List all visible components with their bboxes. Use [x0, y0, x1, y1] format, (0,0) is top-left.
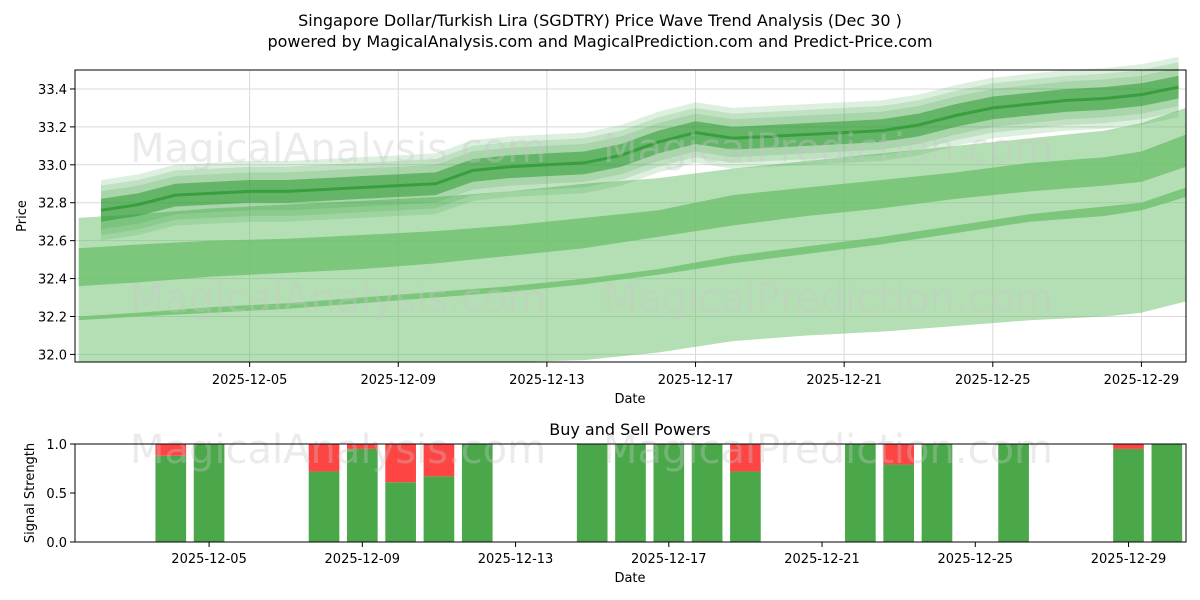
signal-y-tick-label-0: 0.0 — [46, 536, 67, 551]
buy-bar-11 — [730, 471, 761, 542]
sell-bar-16 — [1113, 444, 1144, 449]
buy-bar-0 — [155, 455, 187, 542]
buy-bar-5 — [423, 476, 455, 542]
buy-bar-15 — [998, 444, 1029, 542]
signal-y-label: Signal Strength — [23, 443, 38, 543]
signal-x-ticks: 2025-12-05 2025-12-09 2025-12-13 2025-12-17… — [171, 542, 1166, 567]
sell-bar-11 — [730, 444, 761, 472]
signal-panel: Buy and Sell Powers MagicalAnalysis.com … — [23, 420, 1187, 586]
price-y-label: Price — [15, 200, 30, 232]
signal-x-tick-label-0: 2025-12-05 — [171, 552, 247, 567]
price-x-tick-label-3: 2025-12-17 — [658, 373, 734, 388]
chart-title-line1: Singapore Dollar/Turkish Lira (SGDTRY) P… — [298, 11, 902, 30]
watermark-analysis-bottom: MagicalAnalysis.com — [130, 427, 546, 473]
signal-x-tick-label-3: 2025-12-17 — [631, 552, 707, 567]
buy-bar-1 — [193, 444, 225, 542]
price-plot-frame — [74, 69, 1187, 363]
price-wave — [100, 56, 1179, 241]
price-x-ticks: 2025-12-05 2025-12-09 2025-12-13 2025-12-17… — [212, 362, 1179, 388]
price-y-tick-label-0: 32.0 — [38, 348, 67, 363]
price-wave-line — [100, 85, 1179, 212]
buy-bar-8 — [615, 444, 646, 542]
price-y-ticks: 32.0 32.2 32.4 32.6 32.8 33.0 33.2 33.4 — [38, 83, 75, 363]
buy-bar-7 — [576, 444, 608, 542]
signal-bars — [155, 444, 1183, 542]
price-panel: MagicalAnalysis.com MagicalPrediction.co… — [15, 56, 1187, 407]
price-y-tick-label-7: 33.4 — [38, 83, 67, 98]
price-y-tick-label-3: 32.6 — [38, 235, 67, 250]
signal-x-tick-label-1: 2025-12-09 — [325, 552, 401, 567]
watermark-analysis-top: MagicalAnalysis.com — [130, 126, 546, 172]
price-y-tick-label-4: 32.8 — [38, 197, 67, 212]
signal-y-ticks: 0.0 0.5 1.0 — [46, 438, 75, 551]
price-x-tick-label-5: 2025-12-25 — [955, 373, 1031, 388]
price-x-tick-label-0: 2025-12-05 — [212, 373, 288, 388]
signal-x-tick-label-2: 2025-12-13 — [478, 552, 554, 567]
buy-bar-9 — [653, 444, 685, 542]
buy-bar-16 — [1113, 448, 1144, 542]
price-x-label: Date — [614, 392, 645, 407]
buy-bar-6 — [461, 444, 493, 542]
buy-bar-2 — [308, 471, 340, 542]
signal-y-tick-label-1: 0.5 — [46, 487, 67, 502]
chart-title-line2: powered by MagicalAnalysis.com and Magic… — [267, 32, 932, 51]
price-y-tick-label-5: 33.0 — [38, 159, 67, 174]
price-x-tick-label-6: 2025-12-29 — [1104, 373, 1180, 388]
watermark-analysis-mid: MagicalAnalysis.com — [130, 276, 546, 322]
price-x-tick-label-1: 2025-12-09 — [360, 373, 436, 388]
buy-bar-3 — [347, 448, 378, 542]
buy-bar-13 — [883, 464, 914, 542]
price-y-tick-label-6: 33.2 — [38, 121, 67, 136]
sell-bar-0 — [155, 444, 187, 456]
sell-bar-5 — [423, 444, 455, 477]
sell-bar-2 — [308, 444, 340, 472]
signal-x-tick-label-4: 2025-12-21 — [784, 552, 860, 567]
signal-y-tick-label-2: 1.0 — [46, 438, 67, 453]
sell-bar-4 — [385, 444, 416, 483]
price-y-tick-label-1: 32.2 — [38, 310, 67, 325]
signal-title: Buy and Sell Powers — [549, 420, 711, 439]
price-band-2 — [78, 107, 1187, 362]
signal-x-label: Date — [614, 571, 645, 586]
buy-bar-4 — [385, 482, 416, 542]
watermark-prediction-bottom: MagicalPrediction.com — [603, 427, 1053, 473]
price-bands — [78, 107, 1187, 362]
price-y-tick-label-2: 32.4 — [38, 273, 67, 288]
buy-bar-17 — [1151, 444, 1183, 542]
buy-bar-10 — [691, 444, 723, 542]
buy-bar-14 — [921, 444, 953, 542]
price-x-tick-label-4: 2025-12-21 — [806, 373, 882, 388]
buy-bar-12 — [845, 444, 876, 542]
price-x-tick-label-2: 2025-12-13 — [509, 373, 585, 388]
watermark-prediction-mid: MagicalPrediction.com — [603, 276, 1053, 322]
sell-bar-3 — [347, 444, 378, 449]
watermark-prediction-top: MagicalPrediction.com — [603, 126, 1053, 172]
sell-bar-13 — [883, 444, 914, 465]
signal-x-tick-label-5: 2025-12-25 — [938, 552, 1014, 567]
signal-x-tick-label-6: 2025-12-29 — [1091, 552, 1167, 567]
